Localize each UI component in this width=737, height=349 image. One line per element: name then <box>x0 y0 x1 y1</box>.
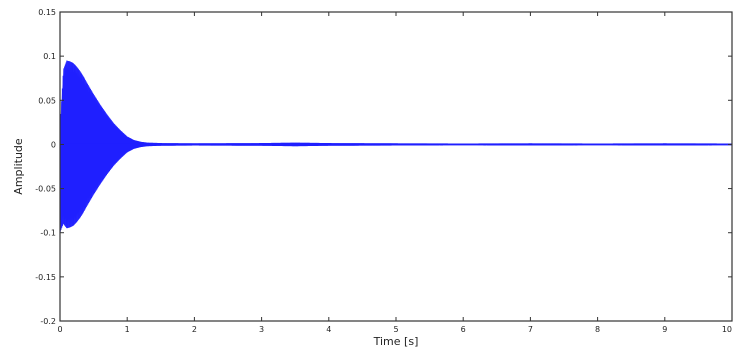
x-tick-label: 2 <box>192 325 197 334</box>
x-tick-label: 1 <box>125 325 130 334</box>
x-tick-label: 0 <box>57 325 62 334</box>
y-tick-label: 0.1 <box>43 52 56 61</box>
y-tick-label: -0.1 <box>40 229 56 238</box>
signal-layer <box>59 60 733 233</box>
y-tick-label: 0.15 <box>38 8 56 17</box>
x-tick-label: 5 <box>393 325 398 334</box>
x-tick-label: 6 <box>461 325 466 334</box>
signal-line <box>59 60 733 232</box>
y-tick-label: -0.15 <box>35 273 56 282</box>
x-tick-label: 9 <box>662 325 667 334</box>
x-tick-label: 3 <box>259 325 264 334</box>
x-tick-label: 10 <box>722 325 732 334</box>
y-axis-label: Amplitude <box>12 138 25 195</box>
y-tick-label: 0.05 <box>38 96 56 105</box>
y-axis-ticks: 0.15 0.1 0.05 0 -0.05 -0.1 -0.15 -0.2 <box>35 8 732 326</box>
y-tick-label: -0.05 <box>35 185 56 194</box>
x-axis-label: Time [s] <box>373 335 419 348</box>
y-tick-label: 0 <box>51 140 56 149</box>
x-tick-label: 8 <box>595 325 600 334</box>
x-tick-label: 7 <box>528 325 533 334</box>
x-axis-ticks: 0 1 2 3 4 5 6 7 8 9 10 <box>57 12 733 334</box>
y-tick-label: -0.2 <box>40 317 56 326</box>
x-tick-label: 4 <box>326 325 331 334</box>
